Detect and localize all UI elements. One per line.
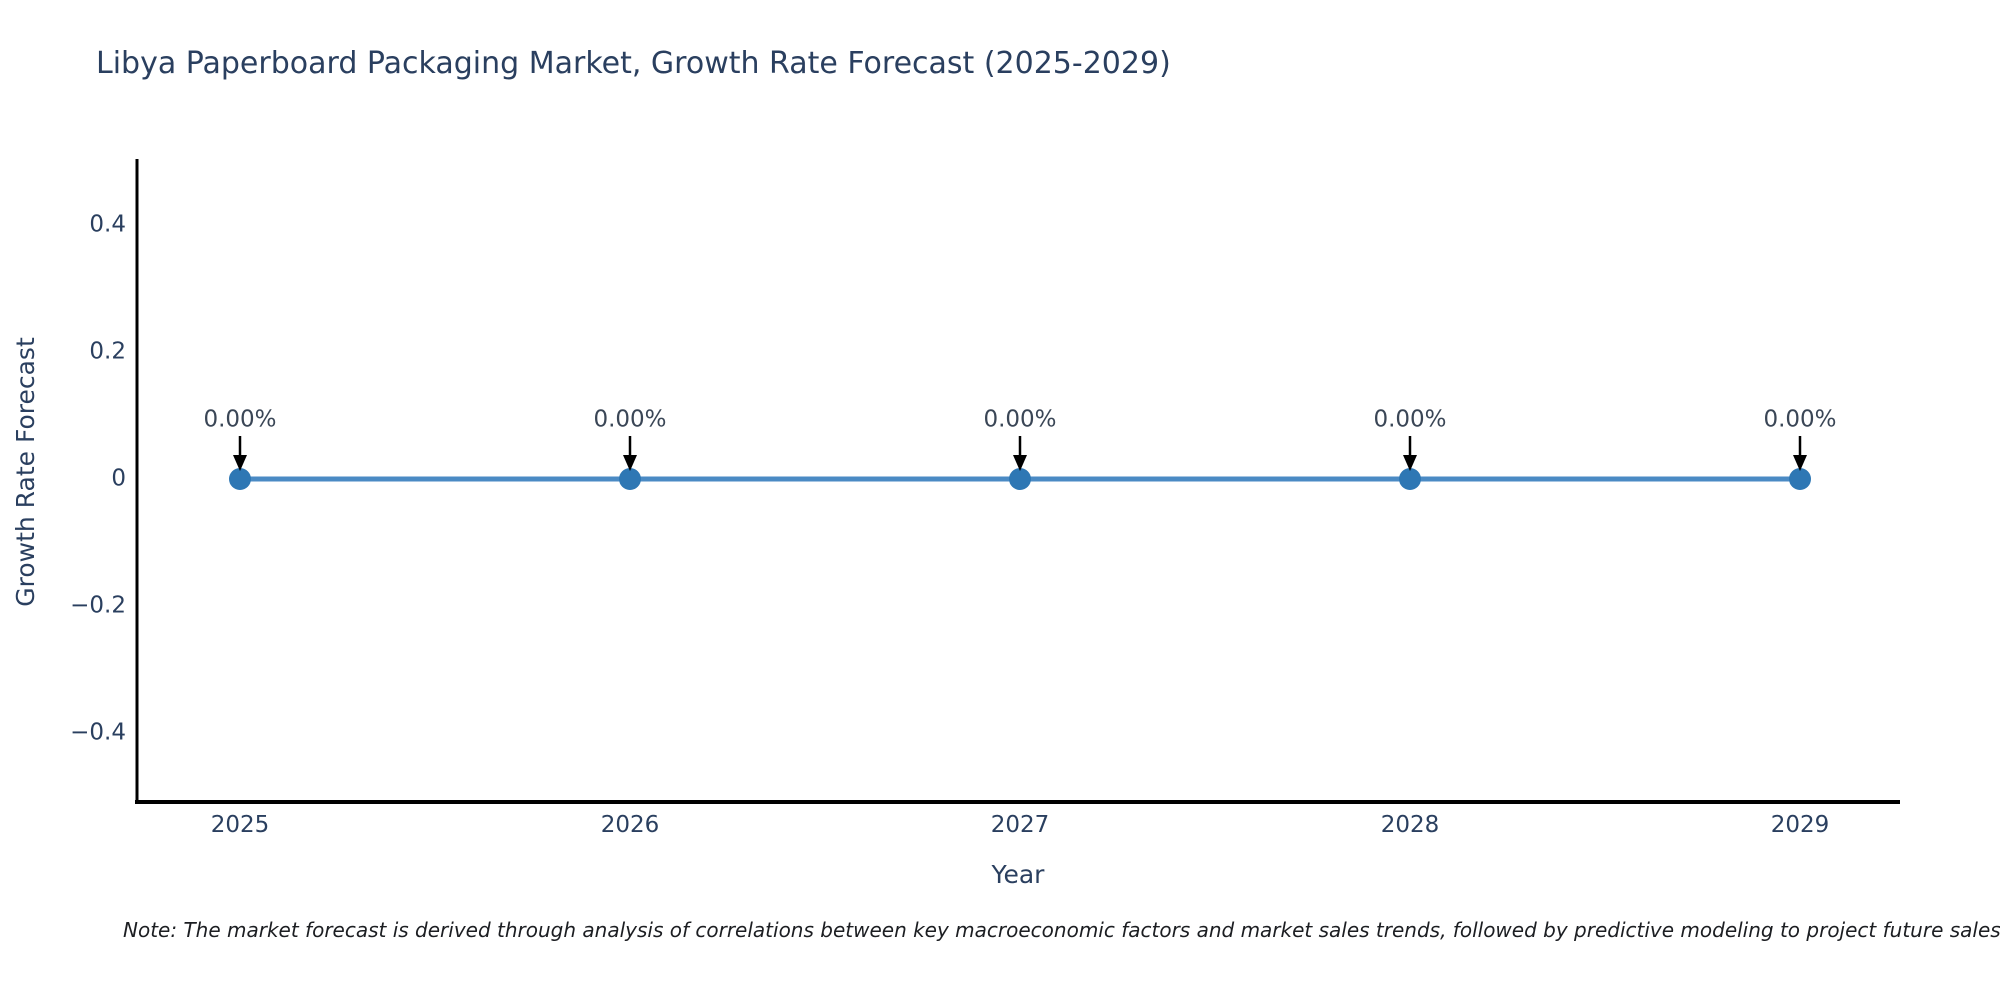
data-point bbox=[229, 468, 251, 490]
y-tick-label: 0.2 bbox=[89, 339, 126, 365]
annotation-arrow-head bbox=[233, 455, 247, 471]
x-tick-label: 2027 bbox=[991, 812, 1050, 838]
y-tick-label: 0.4 bbox=[89, 212, 126, 238]
point-annotation: 0.00% bbox=[1763, 407, 1836, 433]
point-annotation: 0.00% bbox=[593, 407, 666, 433]
data-point bbox=[1009, 468, 1031, 490]
data-point bbox=[619, 468, 641, 490]
y-tick-label: −0.2 bbox=[70, 593, 126, 619]
point-annotation: 0.00% bbox=[983, 407, 1056, 433]
x-tick-label: 2028 bbox=[1381, 812, 1440, 838]
y-axis-title: Growth Rate Forecast bbox=[11, 337, 40, 607]
x-tick-label: 2025 bbox=[211, 812, 270, 838]
annotation-arrow-head bbox=[1793, 455, 1807, 471]
data-point bbox=[1789, 468, 1811, 490]
annotation-arrow-head bbox=[623, 455, 637, 471]
data-point bbox=[1399, 468, 1421, 490]
point-annotation: 0.00% bbox=[203, 407, 276, 433]
chart-title: Libya Paperboard Packaging Market, Growt… bbox=[96, 46, 1171, 81]
x-tick-label: 2026 bbox=[601, 812, 660, 838]
footnote: Note: The market forecast is derived thr… bbox=[123, 918, 2000, 942]
y-tick-label: 0 bbox=[111, 466, 126, 492]
x-tick-label: 2029 bbox=[1771, 812, 1830, 838]
point-annotation: 0.00% bbox=[1373, 407, 1446, 433]
x-axis-title: Year bbox=[991, 860, 1046, 889]
annotation-arrow-head bbox=[1013, 455, 1027, 471]
y-tick-label: −0.4 bbox=[70, 720, 126, 746]
annotation-arrow-head bbox=[1403, 455, 1417, 471]
